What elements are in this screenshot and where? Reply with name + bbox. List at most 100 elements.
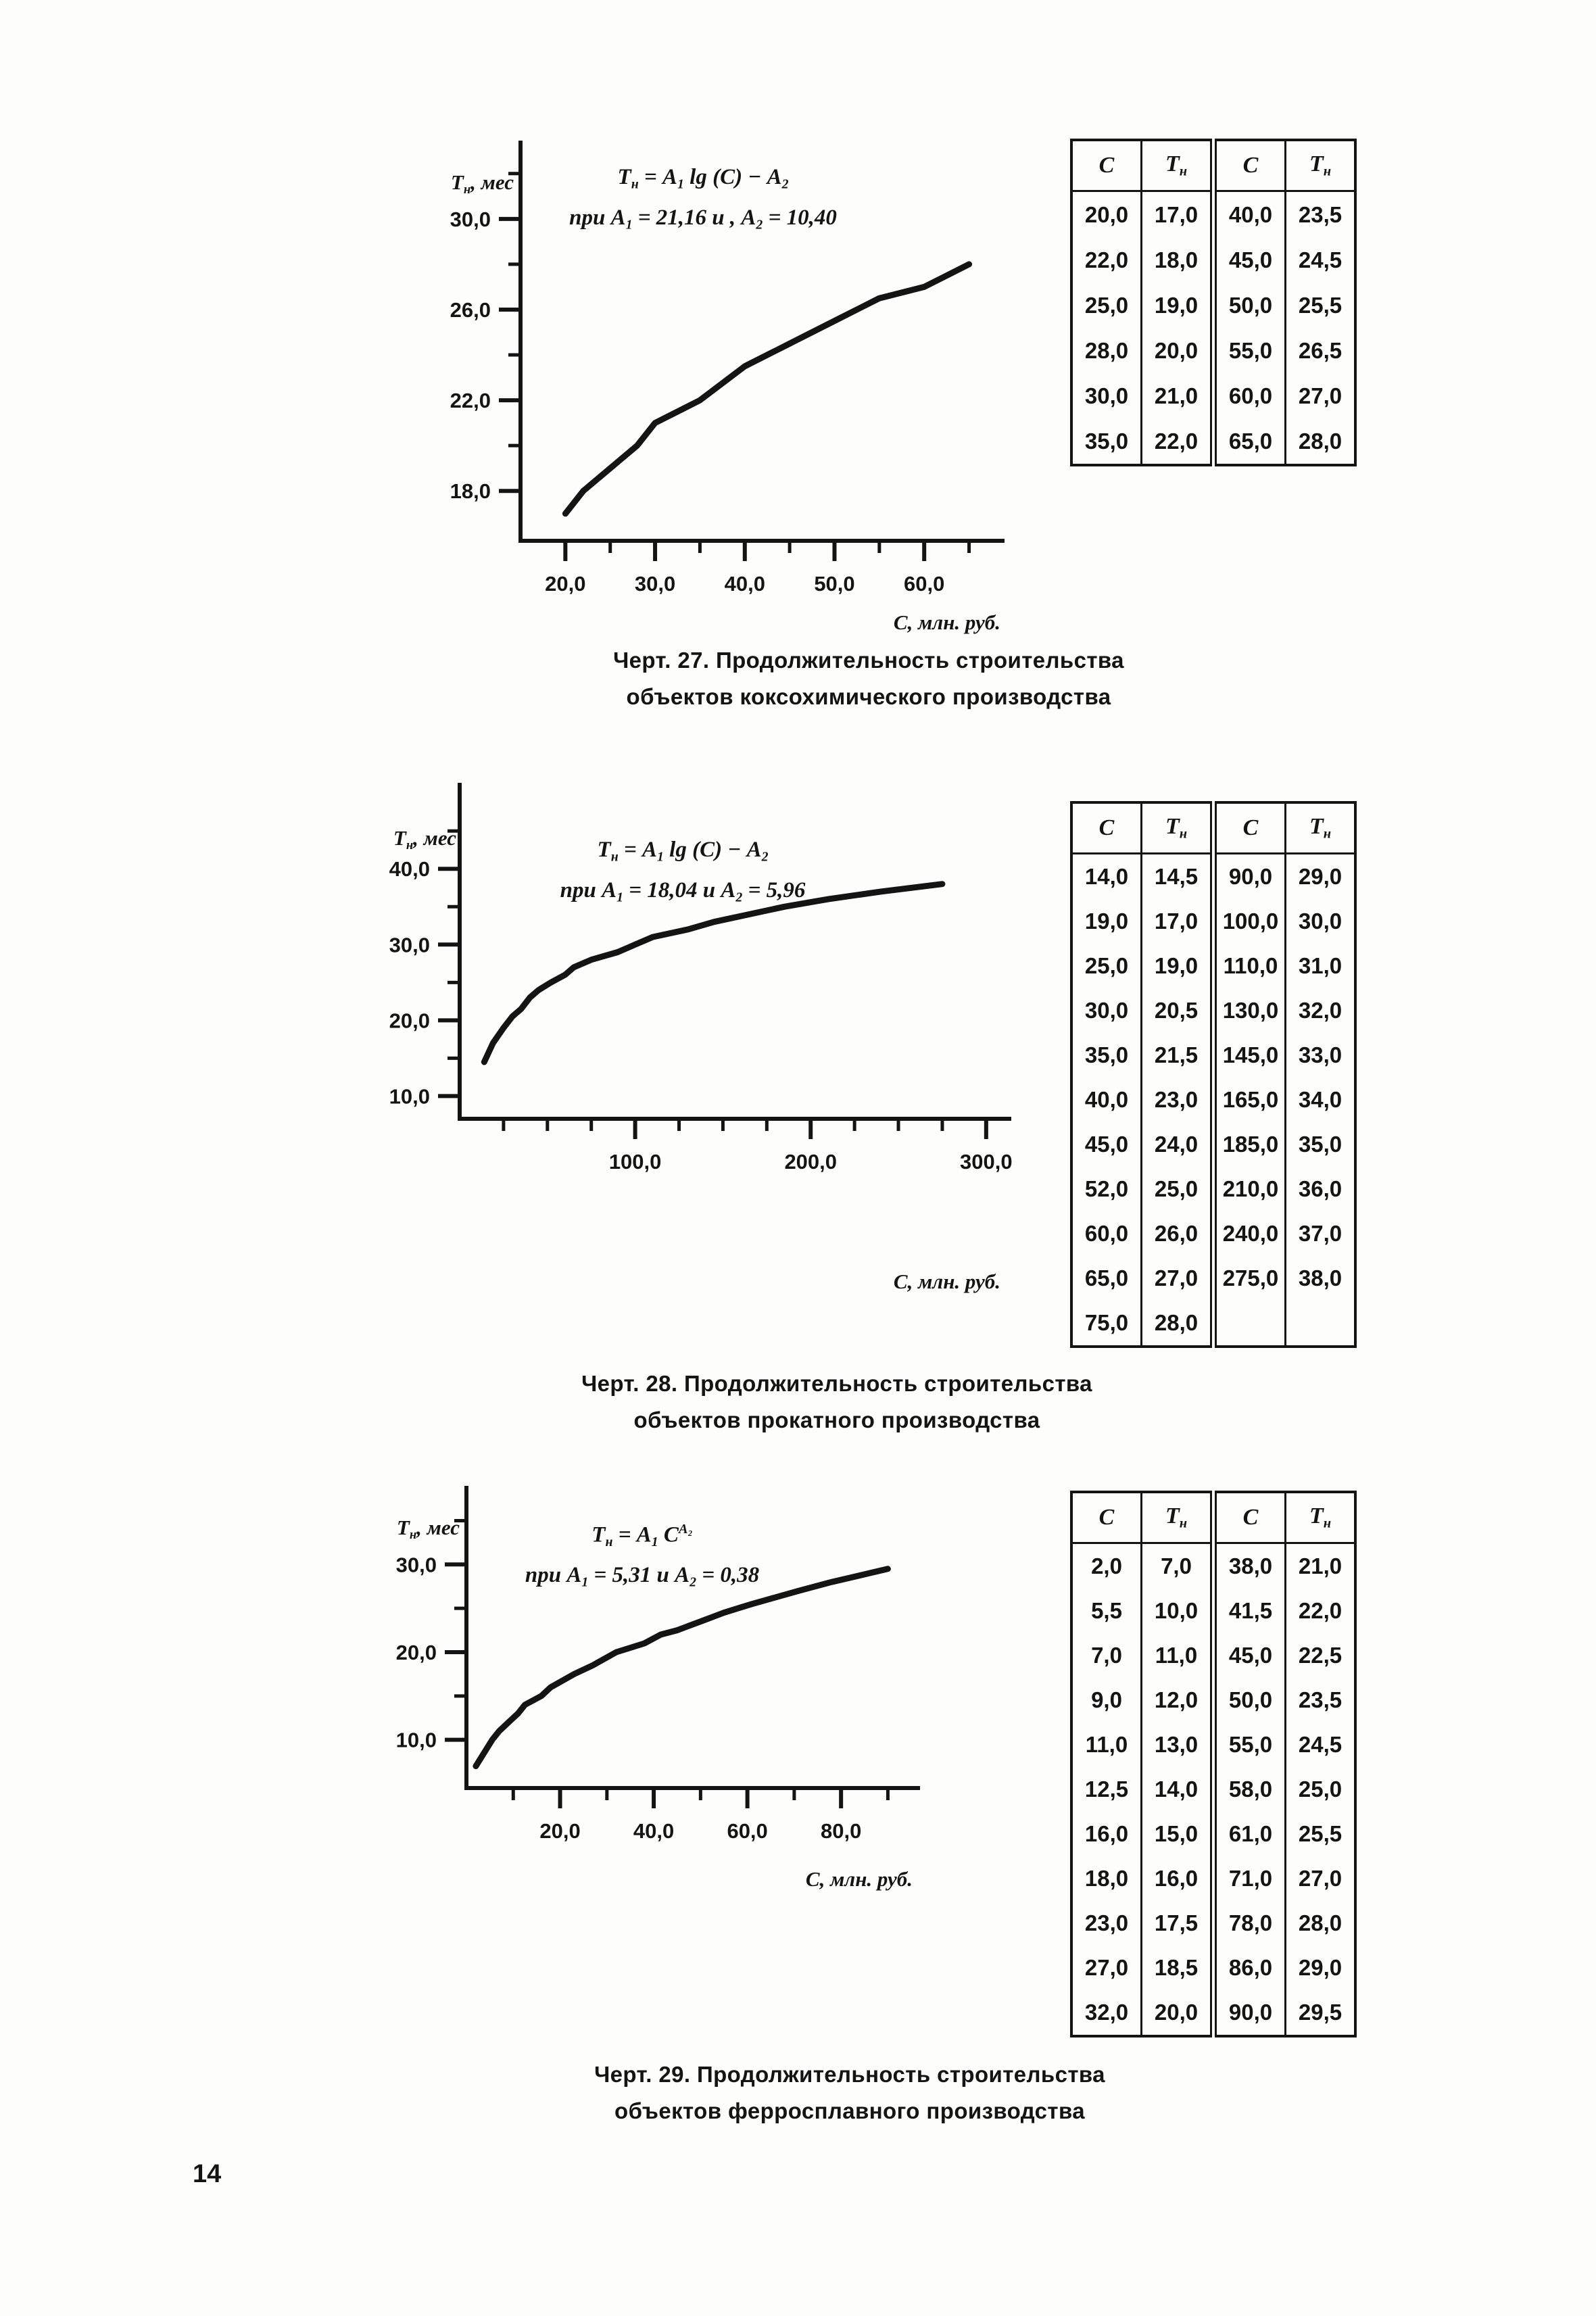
table-cell: 28,0	[1284, 1901, 1355, 1946]
formula-line-1: Тн = А1 lg (С) − А2	[473, 834, 892, 874]
formula-part: 2	[735, 890, 743, 905]
table-cell: 29,0	[1284, 853, 1355, 899]
table-cell: 100,0	[1210, 899, 1286, 944]
table-cell: 65,0	[1210, 418, 1286, 465]
table-cell: 30,0	[1284, 899, 1355, 944]
table-cell: 58,0	[1210, 1767, 1286, 1812]
table-cell: 28,0	[1284, 418, 1355, 465]
table-cell: 5,5	[1091, 1598, 1122, 1623]
formula-part: =	[612, 1522, 637, 1547]
table-row: 28,0 20,0 55,0 26,5	[1071, 328, 1355, 373]
caption-line-2: объектов прокатного производства	[633, 1407, 1040, 1432]
table-cell: 130,0	[1210, 988, 1286, 1033]
table-header-cell: С	[1210, 140, 1286, 192]
formula-part: С	[1242, 815, 1259, 840]
table-cell: 61,0	[1210, 1812, 1286, 1856]
formula-part: С	[1098, 1505, 1115, 1530]
formula-part: =	[638, 165, 662, 189]
table-header-cell: Тн	[1284, 802, 1355, 854]
table-row: 35,0 21,5 145,0 33,0	[1071, 1033, 1355, 1078]
table-row: 2,0 7,0 38,0 21,0	[1071, 1543, 1355, 1589]
formula-part: А	[642, 838, 658, 862]
formula-part: А	[610, 205, 626, 230]
y-tick-label: 26,0	[450, 298, 491, 322]
formula-part: А	[636, 1522, 652, 1547]
formula-part: н	[409, 1528, 417, 1543]
y-tick-label: 22,0	[450, 389, 491, 412]
table-cell: 32,0	[1284, 988, 1355, 1033]
table-29: С Тн С Тн 2,0 7,0 38,0 21,0 5,5 10,0 41,5 22,0 7,0 11…	[1070, 1491, 1357, 2037]
formula-part: 1	[616, 890, 623, 905]
table-cell: 30,0	[1084, 383, 1129, 408]
formula-line-1: Тн = А1 lg (С) − А2	[493, 161, 913, 201]
table-header-row: С Тн С Тн	[1071, 1492, 1355, 1544]
table-header-cell: С	[1071, 140, 1142, 192]
formula-part: Т	[1165, 151, 1180, 177]
table-cell: 18,5	[1140, 1946, 1213, 1990]
table-cell: 20,0	[1084, 201, 1129, 227]
table-cell: 31,0	[1284, 944, 1355, 988]
table-cell: 60,0	[1210, 373, 1286, 418]
formula-part: н	[1323, 826, 1332, 842]
table-cell: 25,0	[1284, 1767, 1355, 1812]
formula-part: Т	[1309, 151, 1324, 177]
table-cell: 18,0	[1140, 237, 1213, 283]
x-tick-label: 60,0	[727, 1819, 767, 1843]
x-tick-label: 20,0	[545, 572, 585, 596]
y-tick-label: 18,0	[450, 479, 491, 503]
x-tick-label: 100,0	[609, 1150, 662, 1174]
formula-part: Т	[1165, 814, 1180, 840]
table-row: 7,0 11,0 45,0 22,5	[1071, 1633, 1355, 1678]
table-cell: 26,5	[1284, 328, 1355, 373]
table-cell: 22,0	[1084, 247, 1129, 272]
table-28: С Тн С Тн 14,0 14,5 90,0 29,0 19,0 17,0 100,0 30,0 2…	[1070, 801, 1357, 1348]
formula-part: Т	[597, 838, 611, 862]
table-cell: 19,0	[1084, 909, 1129, 934]
table-cell: 14,5	[1140, 853, 1213, 899]
table-row: 12,5 14,0 58,0 25,0	[1071, 1767, 1355, 1812]
table-row: 25,0 19,0 50,0 25,5	[1071, 283, 1355, 328]
table-cell: 27,0	[1284, 1856, 1355, 1901]
table-cell: 14,0	[1084, 864, 1129, 889]
table-cell: 29,0	[1284, 1946, 1355, 1990]
y-tick-label: 40,0	[389, 857, 430, 881]
formula-part: Т	[393, 826, 406, 850]
data-curve	[562, 261, 973, 517]
table-cell: 25,0	[1084, 953, 1129, 978]
formula-part: 1	[581, 1574, 589, 1590]
table-cell: 27,0	[1084, 1955, 1129, 1980]
formula-part: Т	[1309, 814, 1324, 840]
table-cell	[1284, 1301, 1355, 1347]
table-cell: 17,0	[1140, 899, 1213, 944]
formula-part: , мес	[470, 170, 514, 194]
table-header-row: С Тн С Тн	[1071, 802, 1355, 854]
formula-part: С	[1242, 1505, 1259, 1530]
formula-part: А	[741, 205, 756, 230]
formula-part: н	[605, 1535, 613, 1550]
table-row: 32,0 20,0 90,0 29,5	[1071, 1990, 1355, 2036]
table-cell: 90,0	[1210, 853, 1286, 899]
table-cell: 13,0	[1140, 1722, 1213, 1767]
table-cell: 35,0	[1084, 428, 1129, 454]
formula-block: Тн = А1 lg (С) − А2 при А1 = 18,04 и А2 …	[473, 834, 892, 914]
table-cell: 145,0	[1210, 1033, 1286, 1078]
caption-line-1: Черт. 27. Продолжительность строительств…	[613, 648, 1124, 673]
table-row: 30,0 21,0 60,0 27,0	[1071, 373, 1355, 418]
x-tick-label: 300,0	[960, 1150, 1013, 1174]
table-cell: 45,0	[1084, 1132, 1129, 1157]
table-row: 11,0 13,0 55,0 24,5	[1071, 1722, 1355, 1767]
table-cell: 9,0	[1091, 1687, 1122, 1712]
table-cell: 25,5	[1284, 1812, 1355, 1856]
table-cell: 18,0	[1084, 1866, 1129, 1891]
formula-part: Т	[591, 1522, 606, 1547]
table-cell: 12,5	[1084, 1777, 1129, 1802]
table-cell: 32,0	[1084, 2000, 1129, 2025]
formula-part: н	[631, 176, 639, 192]
table-cell: 110,0	[1210, 944, 1286, 988]
table-cell: 35,0	[1284, 1122, 1355, 1167]
table-row: 65,0 27,0 275,0 38,0	[1071, 1256, 1355, 1301]
table-cell: 65,0	[1084, 1265, 1129, 1290]
table-cell: 78,0	[1210, 1901, 1286, 1946]
table-row: 22,0 18,0 45,0 24,5	[1071, 237, 1355, 283]
table-cell: 240,0	[1210, 1211, 1286, 1256]
